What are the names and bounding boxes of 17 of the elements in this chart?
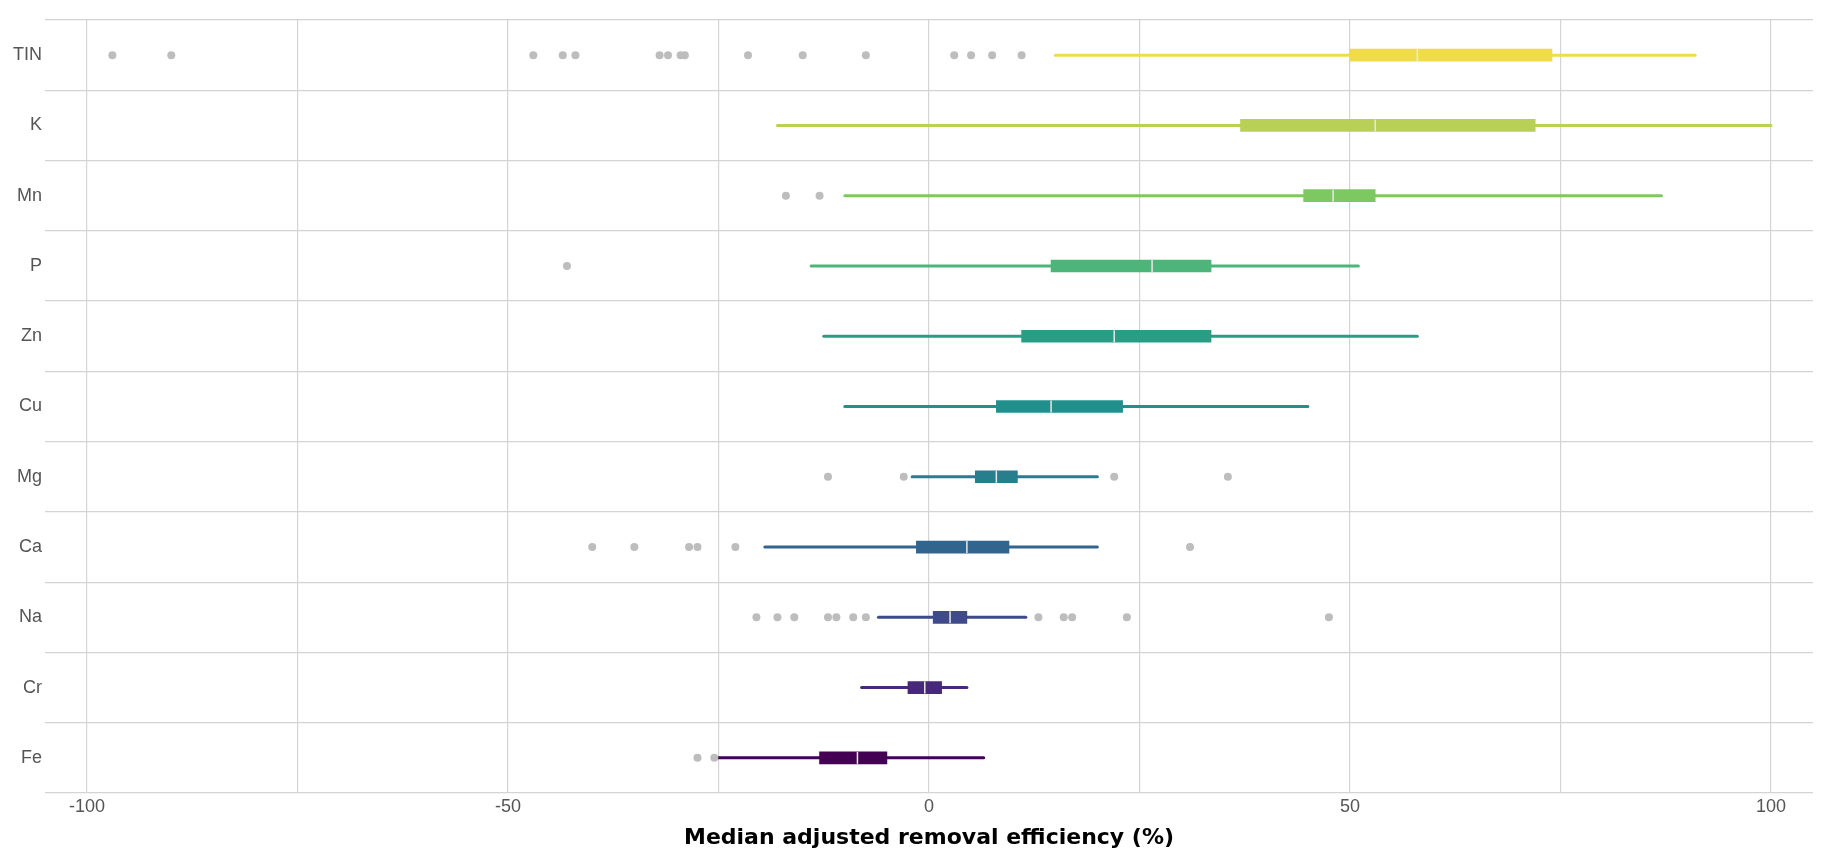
x-tick-label: -100 (69, 795, 106, 816)
y-tick-label: Cu (18, 395, 42, 416)
y-tick-label: Mg (16, 465, 42, 486)
x-tick-label: 50 (1339, 795, 1360, 816)
x-tick-label: -50 (495, 795, 522, 816)
y-tick-label: P (29, 254, 42, 275)
x-tick-label: 100 (1755, 795, 1786, 816)
y-tick-label: Mn (16, 184, 42, 205)
y-tick-label: Na (18, 606, 43, 627)
x-axis-title: Median adjusted removal efficiency (%) (683, 823, 1175, 849)
y-tick-label: K (29, 114, 42, 135)
y-tick-label: TIN (13, 44, 42, 65)
x-tick-label: 0 (923, 795, 935, 816)
y-tick-label: Cr (23, 676, 42, 697)
y-tick-label: Fe (20, 746, 42, 767)
y-tick-label: Zn (20, 325, 42, 346)
y-tick-label: Ca (18, 536, 43, 557)
